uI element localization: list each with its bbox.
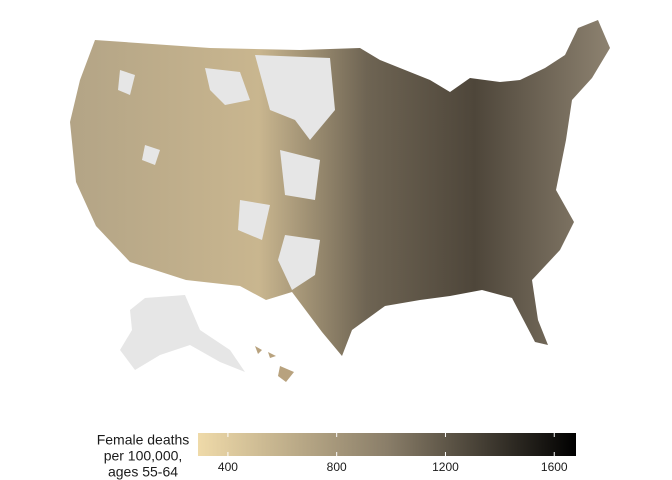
hawaii xyxy=(255,346,294,382)
tick-label: 1200 xyxy=(432,460,459,474)
lower-48 xyxy=(70,20,610,356)
no-data xyxy=(118,55,335,290)
tick-label: 800 xyxy=(327,460,347,474)
legend-title: ages 55-64 xyxy=(108,464,178,480)
alaska xyxy=(120,295,245,372)
tick-label: 1600 xyxy=(541,460,568,474)
colorbar xyxy=(198,433,576,456)
legend-title: per 100,000, xyxy=(104,448,183,464)
us-map xyxy=(70,20,610,382)
legend: Female deaths per 100,000, ages 55-64 40… xyxy=(97,432,576,480)
tick-label: 400 xyxy=(218,460,238,474)
legend-title: Female deaths xyxy=(97,432,190,448)
